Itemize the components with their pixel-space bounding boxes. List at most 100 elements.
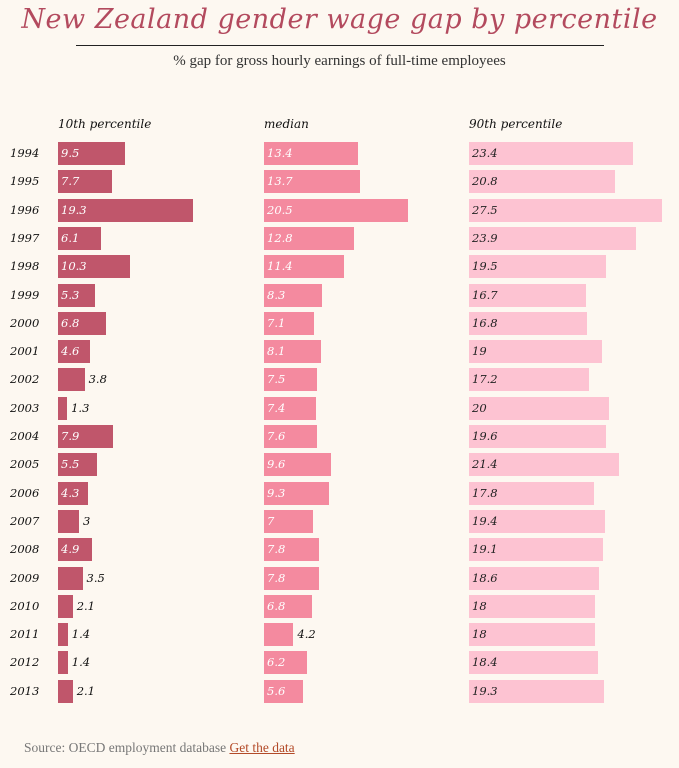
bar-median: [264, 170, 360, 194]
bar-10th-percentile: [58, 651, 68, 675]
bar-90th-percentile: [469, 255, 606, 279]
bar-90th-percentile: [469, 509, 605, 533]
value-label-median: 12.8: [267, 230, 293, 245]
bar-median: [264, 311, 314, 335]
value-label-90th-percentile: 18.6: [472, 570, 498, 585]
value-label-10th-percentile: 3.8: [88, 372, 107, 387]
value-label-median: 6.2: [267, 655, 286, 670]
source-line: Source: OECD employment database Get the…: [24, 740, 295, 756]
year-label: 2008: [10, 542, 40, 557]
bar-90th-percentile: [469, 396, 609, 420]
bar-90th-percentile: [469, 594, 595, 618]
value-label-median: 5.6: [267, 683, 286, 698]
value-label-10th-percentile: 19.3: [61, 202, 87, 217]
bar-10th-percentile: [58, 425, 114, 448]
bar-median: [264, 255, 344, 279]
value-label-90th-percentile: 23.9: [472, 230, 498, 245]
get-data-link[interactable]: Get the data: [229, 740, 295, 755]
value-label-median: 6.8: [267, 598, 286, 613]
bar-10th-percentile: [58, 566, 83, 590]
value-label-10th-percentile: 6.8: [61, 315, 80, 330]
value-label-90th-percentile: 17.8: [472, 485, 498, 500]
value-label-90th-percentile: 23.4: [472, 146, 498, 160]
bar-10th-percentile: [58, 594, 73, 618]
year-label: 2007: [10, 513, 40, 528]
bar-median: [264, 142, 358, 165]
bar-median: [264, 623, 294, 647]
year-label: 2000: [10, 315, 40, 330]
value-label-90th-percentile: 20.8: [472, 174, 498, 189]
value-label-median: 4.2: [297, 627, 316, 642]
value-label-10th-percentile: 1.4: [71, 655, 91, 670]
bar-median: [264, 198, 408, 222]
value-label-90th-percentile: 19.6: [472, 429, 498, 443]
value-label-median: 7.8: [267, 570, 286, 585]
chart-title: New Zealand gender wage gap by percentil…: [21, 4, 658, 35]
value-label-90th-percentile: 27.5: [472, 202, 498, 217]
year-label: 1996: [10, 202, 40, 217]
value-label-median: 7.8: [267, 542, 286, 557]
year-label: 1999: [10, 287, 40, 302]
year-label: 2012: [10, 655, 40, 670]
value-label-median: 7.1: [267, 315, 286, 330]
value-label-90th-percentile: 20: [472, 400, 487, 415]
year-label: 2002: [10, 372, 40, 387]
bar-median: [264, 566, 319, 590]
bar-10th-percentile: [58, 509, 79, 533]
value-label-90th-percentile: 18: [472, 598, 487, 613]
value-label-90th-percentile: 17.2: [472, 372, 498, 387]
value-label-median: 8.3: [267, 287, 286, 302]
panel-title-90th-percentile: 90th percentile: [469, 117, 563, 131]
bar-90th-percentile: [469, 481, 594, 505]
bar-median: [264, 425, 318, 448]
bar-90th-percentile: [469, 623, 595, 647]
bar-90th-percentile: [469, 538, 603, 562]
value-label-10th-percentile: 9.5: [61, 146, 80, 160]
bar-median: [264, 396, 316, 420]
chart-subtitle: % gap for gross hourly earnings of full-…: [173, 53, 506, 69]
value-label-90th-percentile: 19.4: [472, 513, 498, 528]
value-label-10th-percentile: 10.3: [61, 259, 87, 274]
bar-90th-percentile: [469, 566, 600, 590]
value-label-median: 7.4: [267, 400, 286, 415]
year-label: 2009: [10, 570, 40, 585]
value-label-median: 8.1: [267, 344, 286, 359]
year-label: 2013: [10, 683, 40, 698]
year-label: 2006: [10, 485, 40, 500]
year-label: 1994: [10, 146, 40, 160]
value-label-10th-percentile: 7.9: [61, 429, 80, 443]
bar-90th-percentile: [469, 340, 602, 364]
bar-90th-percentile: [469, 679, 605, 703]
value-label-90th-percentile: 16.8: [472, 315, 498, 330]
value-label-10th-percentile: 1.4: [71, 627, 91, 642]
value-label-median: 20.5: [267, 202, 293, 217]
year-label: 2011: [10, 627, 40, 642]
bar-median: [264, 453, 332, 477]
bar-90th-percentile: [469, 226, 637, 250]
year-label: 1997: [10, 230, 40, 245]
value-label-10th-percentile: 4.3: [61, 485, 80, 500]
bar-10th-percentile: [58, 453, 97, 477]
year-label: 2010: [10, 598, 40, 613]
bar-median: [264, 679, 304, 703]
bar-10th-percentile: [58, 170, 112, 194]
panel-title-10th-percentile: 10th percentile: [58, 117, 152, 131]
bar-median: [264, 509, 313, 533]
bar-median: [264, 651, 308, 675]
value-label-90th-percentile: 21.4: [472, 457, 498, 472]
value-label-90th-percentile: 19.1: [472, 542, 498, 557]
bar-10th-percentile: [58, 368, 85, 392]
bar-10th-percentile: [58, 396, 68, 420]
value-label-90th-percentile: 19.3: [472, 683, 498, 698]
value-label-90th-percentile: 19: [472, 344, 487, 359]
bar-10th-percentile: [58, 481, 89, 505]
value-label-median: 11.4: [267, 259, 293, 274]
bar-90th-percentile: [469, 283, 586, 307]
bar-90th-percentile: [469, 651, 598, 675]
value-label-10th-percentile: 3: [83, 513, 91, 528]
value-label-90th-percentile: 19.5: [472, 259, 498, 274]
bar-10th-percentile: [58, 538, 93, 562]
title-divider: [76, 45, 604, 46]
bar-10th-percentile: [58, 226, 101, 250]
